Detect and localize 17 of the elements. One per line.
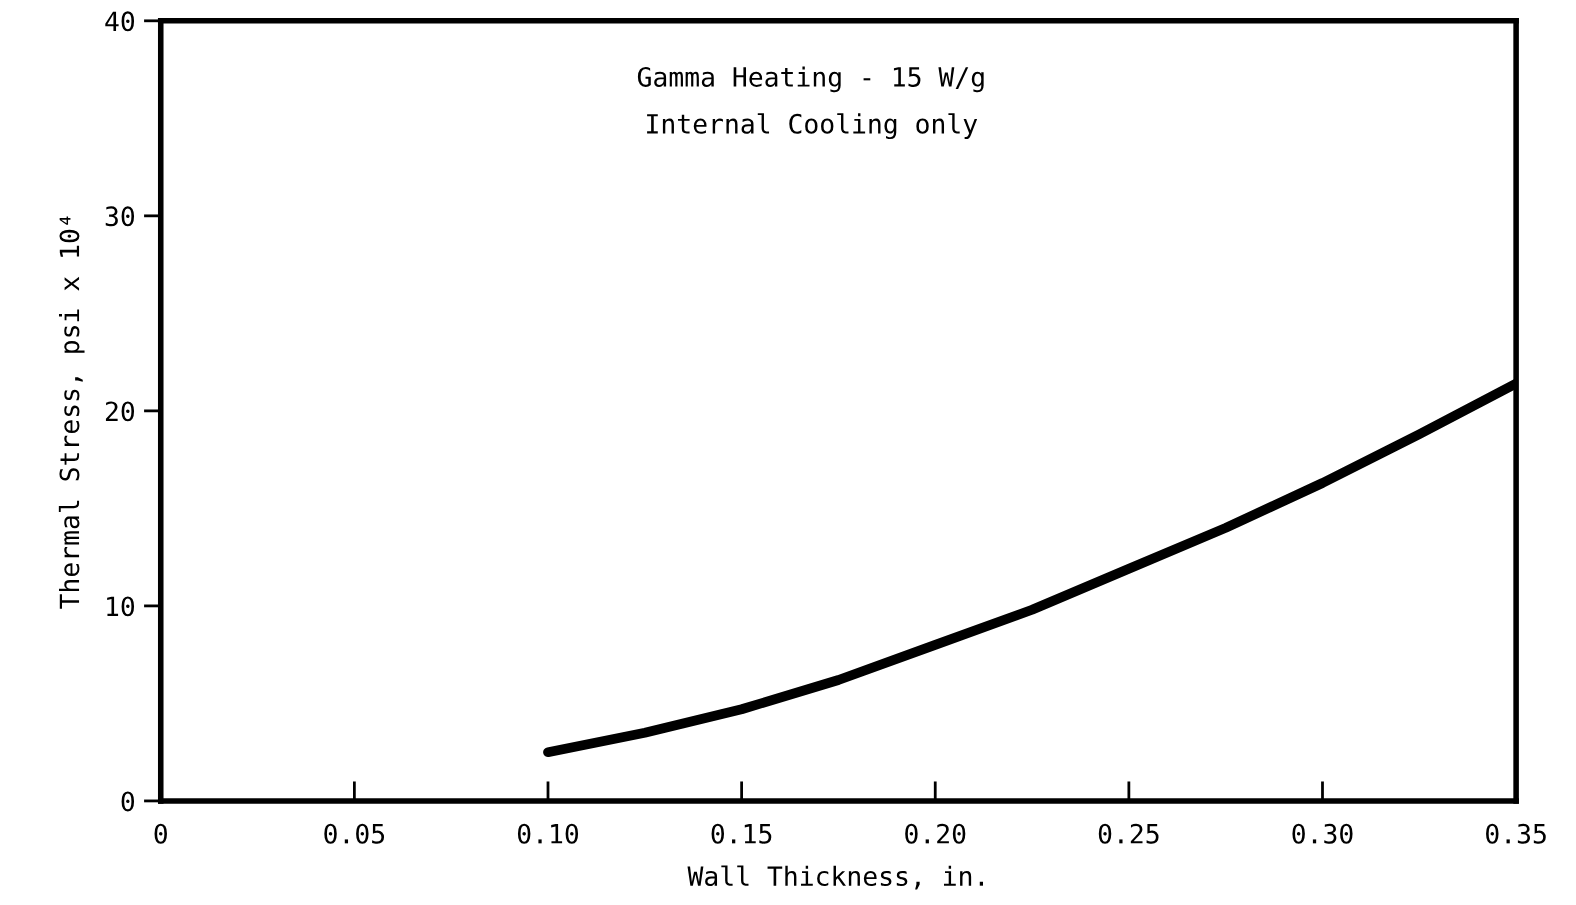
y-tick-label: 10 xyxy=(107,596,135,617)
annotation: Internal Cooling only xyxy=(647,113,978,140)
x-tick-label: 0.25 xyxy=(1098,823,1159,844)
y-tick-label: 40 xyxy=(105,11,135,32)
x-tick-label: 0.20 xyxy=(905,823,966,844)
x-tick-label: 0 xyxy=(154,823,167,844)
y-tick-label: 30 xyxy=(105,206,135,227)
y-axis-title: Thermal Stress, psi x 10⁴ xyxy=(58,216,85,609)
x-tick-label: 0.35 xyxy=(1486,823,1546,844)
x-tick-label: 0.05 xyxy=(324,823,385,844)
y-tick-label: 20 xyxy=(105,401,135,422)
x-tick-label: 0.10 xyxy=(517,823,579,844)
y-tick-label: 0 xyxy=(121,791,135,812)
x-tick-label: 0.15 xyxy=(711,823,772,844)
x-axis-title: Wall Thickness, in. xyxy=(687,865,984,890)
annotation: Gamma Heating - 15 W/g xyxy=(637,66,984,93)
x-tick-label: 0.30 xyxy=(1292,823,1353,844)
